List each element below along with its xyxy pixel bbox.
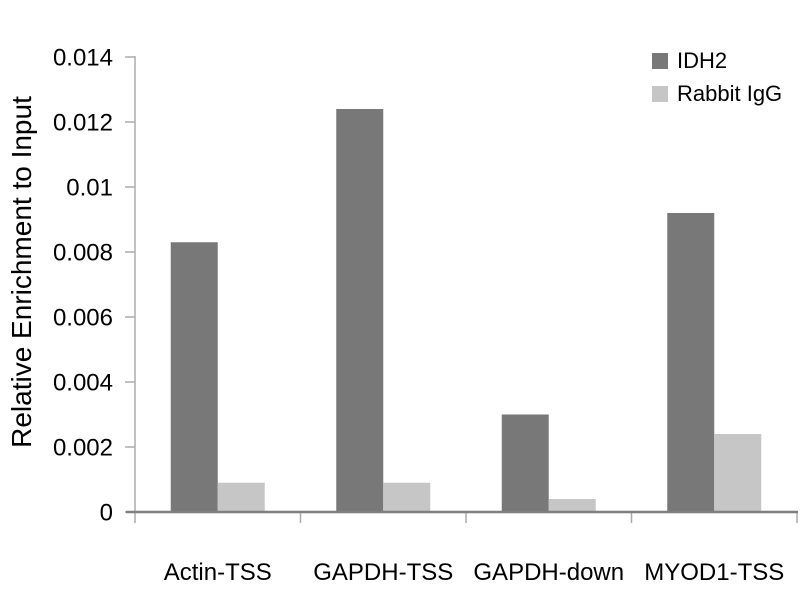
y-tick-label: 0.014 bbox=[53, 45, 113, 72]
y-tick-label: 0.01 bbox=[66, 175, 113, 202]
bar-idh2-gapdh-tss bbox=[336, 109, 384, 512]
bar-rabbit-igg-myod1-tss bbox=[714, 434, 762, 512]
x-category-label: GAPDH-TSS bbox=[313, 559, 453, 586]
bar-idh2-gapdh-down bbox=[501, 414, 549, 512]
x-category-label: Actin-TSS bbox=[164, 559, 272, 586]
legend-label-rabbit-igg: Rabbit IgG bbox=[677, 80, 783, 106]
y-tick-label: 0.006 bbox=[53, 305, 113, 332]
y-axis-title: Relative Enrichment to Input bbox=[6, 96, 37, 448]
y-tick-label: 0.008 bbox=[53, 240, 113, 267]
y-tick-label: 0.012 bbox=[53, 110, 113, 137]
y-tick-label: 0.002 bbox=[53, 435, 113, 462]
x-category-label: MYOD1-TSS bbox=[644, 559, 784, 586]
legend-swatch-idh2 bbox=[652, 52, 668, 69]
bar-idh2-myod1-tss bbox=[667, 213, 715, 512]
y-tick-label: 0 bbox=[100, 500, 113, 527]
bar-idh2-actin-tss bbox=[170, 242, 218, 512]
x-category-label: GAPDH-down bbox=[473, 559, 624, 586]
legend-swatch-rabbit-igg bbox=[652, 85, 668, 102]
legend-item-idh2: IDH2 bbox=[652, 44, 782, 77]
legend-label-idh2: IDH2 bbox=[677, 47, 728, 73]
bar-rabbit-igg-actin-tss bbox=[217, 482, 265, 512]
bar-rabbit-igg-gapdh-tss bbox=[383, 482, 431, 512]
legend-item-rabbit-igg: Rabbit IgG bbox=[652, 77, 782, 110]
y-tick-label: 0.004 bbox=[53, 370, 113, 397]
legend: IDH2 Rabbit IgG bbox=[652, 44, 782, 110]
bar-rabbit-igg-gapdh-down bbox=[548, 499, 596, 512]
